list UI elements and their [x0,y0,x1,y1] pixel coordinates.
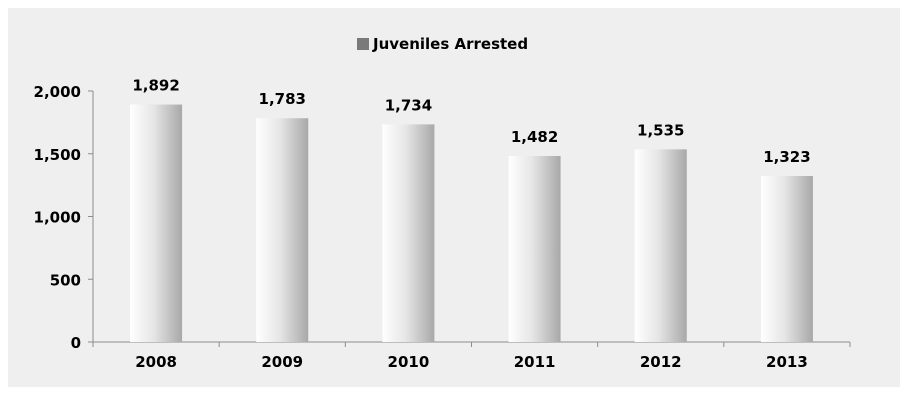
data-label: 1,323 [763,148,810,166]
bar [634,149,687,342]
bar [760,175,813,342]
x-axis: 2008 2009 2010 2011 2012 2013 [92,341,851,371]
x-tick-label: 2013 [766,353,808,371]
bar [130,104,183,342]
x-tick-label: 2010 [388,353,430,371]
data-label: 1,734 [385,96,432,114]
legend-label: Juveniles Arrested [372,35,528,53]
bars [130,104,813,343]
chart-frame: Juveniles Arrested 0 500 1,000 1,500 2,000 2… [8,8,900,387]
bar-chart: Juveniles Arrested 0 500 1,000 1,500 2,000 2… [34,35,851,371]
x-tick-label: 2009 [261,353,303,371]
y-tick-label: 2,000 [34,83,81,101]
x-tick-label: 2012 [640,353,682,371]
y-axis: 0 500 1,000 1,500 2,000 [34,83,94,352]
y-tick-label: 500 [50,271,81,289]
bar [382,124,435,343]
y-tick-label: 1,000 [34,209,81,227]
data-label: 1,783 [259,90,306,108]
legend: Juveniles Arrested [357,35,528,53]
y-tick-label: 1,500 [34,146,81,164]
x-tick-label: 2011 [514,353,556,371]
data-labels: 1,892 1,783 1,734 1,482 1,535 1,323 [132,77,810,166]
data-label: 1,892 [132,77,179,95]
legend-swatch [357,38,369,50]
bar [508,156,561,342]
data-label: 1,482 [511,128,558,146]
y-tick-label: 0 [71,334,81,352]
data-label: 1,535 [637,121,684,139]
x-tick-label: 2008 [135,353,177,371]
bar [256,118,309,343]
